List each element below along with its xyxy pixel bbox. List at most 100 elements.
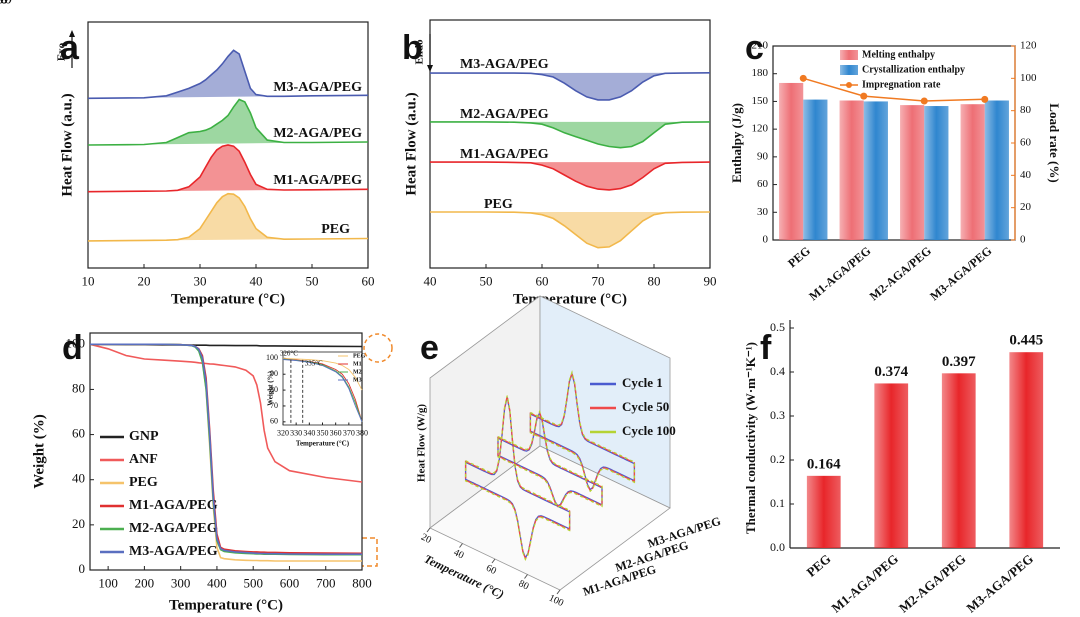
y2-tick-label: 120 — [1020, 40, 1037, 52]
y-tick-label: 80 — [270, 385, 278, 394]
y-tick-label: 60 — [72, 426, 85, 441]
annotation-label: 326°C — [280, 350, 298, 358]
bar — [1009, 352, 1044, 548]
series-line — [803, 77, 985, 102]
y-axis-label: Heat Flow (a.u.) — [403, 92, 419, 195]
x-axis-label: Temperature (°C) — [422, 552, 506, 602]
series-label: PEG — [321, 222, 350, 237]
panel-letter: a — [60, 29, 80, 67]
legend-label: Impregnation rate — [862, 79, 941, 90]
legend-label: M1 — [353, 361, 362, 367]
y-tick-label: 210 — [752, 40, 769, 52]
y-tick-label: 90 — [757, 150, 769, 162]
y-tick-label: 60 — [757, 178, 769, 190]
y2-axis-label: Load rate (%) — [1047, 103, 1062, 182]
y-tick-label: 90 — [270, 369, 278, 378]
x-tick-label: 380 — [356, 429, 368, 438]
x-tick-label: 400 — [207, 575, 227, 590]
direction-label: Endo — [414, 39, 426, 65]
peak-area — [88, 50, 368, 99]
x-tick-label: 300 — [171, 575, 191, 590]
y-tick-label: 120 — [752, 123, 769, 135]
y2-tick-label: 20 — [1020, 201, 1032, 213]
x-tick-label: 20 — [419, 532, 433, 546]
legend-label: M3-AGA/PEG — [129, 544, 218, 559]
legend-label: M2 — [353, 369, 362, 375]
x-tick-label: 20 — [138, 273, 151, 288]
x-tick-label: 330 — [290, 429, 302, 438]
legend-label: M2-AGA/PEG — [129, 521, 218, 536]
peak-area — [88, 99, 368, 145]
x-tick-label: 80 — [0, 0, 8, 8]
panel-letter: f — [760, 329, 772, 367]
y-tick-label: 40 — [72, 471, 85, 486]
legend-label: Melting enthalpy — [862, 49, 935, 60]
y-tick-label: 0 — [79, 561, 86, 576]
direction-label: Exo — [56, 42, 68, 61]
y2-tick-label: 0 — [1020, 234, 1026, 246]
y-axis-label: Weight (%) — [31, 414, 47, 489]
line-point — [981, 95, 989, 103]
series-label: M3-AGA/PEG — [273, 80, 362, 95]
y-tick-label: 80 — [72, 380, 85, 395]
y-tick-label: 60 — [270, 417, 278, 426]
value-label: 0.164 — [807, 456, 841, 472]
arrow-head — [427, 65, 433, 72]
y-tick-label: 0 — [763, 234, 769, 246]
y-axis-label: Heat Flow (W/g) — [416, 404, 428, 483]
x-tick-label: 370 — [343, 429, 355, 438]
y-tick-label: 20 — [72, 516, 85, 531]
x-tick-label: M3-AGA/PEG — [927, 244, 994, 304]
x-tick-label: 350 — [317, 429, 329, 438]
y-tick-label: 0.3 — [770, 408, 785, 422]
y-axis-label: Weight (%) — [267, 370, 275, 405]
panel-letter: c — [745, 29, 764, 67]
x-tick-label: 40 — [250, 273, 263, 288]
series-line — [87, 98, 369, 146]
y-tick-label: 0.1 — [770, 496, 785, 510]
x-tick-label: 60 — [536, 273, 549, 288]
series-line — [90, 343, 362, 555]
value-label: 0.445 — [1009, 333, 1043, 349]
series-line — [282, 357, 363, 391]
x-tick-label: 40 — [452, 547, 466, 561]
series-line — [430, 161, 711, 191]
x-tick-label: 100 — [547, 593, 565, 609]
y-tick-label: 0.4 — [770, 364, 785, 378]
arrow-head — [69, 30, 75, 37]
y-tick-label: 100 — [266, 353, 278, 362]
y2-tick-label: 40 — [1020, 169, 1032, 181]
legend-swatch — [840, 65, 858, 75]
y2-tick-label: 60 — [1020, 137, 1032, 149]
legend-label: M1-AGA/PEG — [129, 498, 218, 513]
x-tick-label: M1-AGA/PEG — [828, 551, 901, 615]
value-label: 0.397 — [942, 354, 976, 370]
x-tick-label: M2-AGA/PEG — [867, 244, 934, 304]
bar — [984, 100, 1009, 240]
x-tick-label: 100 — [98, 575, 118, 590]
y-tick-label: 0.2 — [770, 452, 785, 466]
peak-area — [88, 193, 368, 241]
line-point — [860, 92, 868, 100]
series-label: M3-AGA/PEG — [460, 57, 549, 72]
x-tick-label: M2-AGA/PEG — [896, 551, 969, 615]
legend-label: Cycle 100 — [622, 423, 676, 438]
series-line — [89, 343, 363, 483]
bar — [960, 104, 985, 240]
x-tick — [459, 543, 463, 548]
bar — [779, 82, 804, 240]
x-tick — [426, 527, 431, 533]
y-tick-label: 0.0 — [770, 540, 785, 554]
bar — [863, 101, 888, 240]
legend-swatch-dot — [846, 82, 852, 88]
y-axis-label: Thermal conductivity (W·m⁻¹K⁻¹) — [743, 342, 758, 534]
x-tick-label: 80 — [517, 578, 531, 592]
x-tick — [524, 574, 528, 579]
series-line — [430, 121, 711, 149]
x-tick-label: 40 — [0, 0, 8, 8]
y-tick-label: 70 — [270, 401, 278, 410]
peak-area — [88, 145, 368, 192]
x-tick-label: 80 — [648, 273, 661, 288]
y2-tick-label: 100 — [1020, 72, 1037, 84]
series-label: PEG — [484, 197, 513, 212]
